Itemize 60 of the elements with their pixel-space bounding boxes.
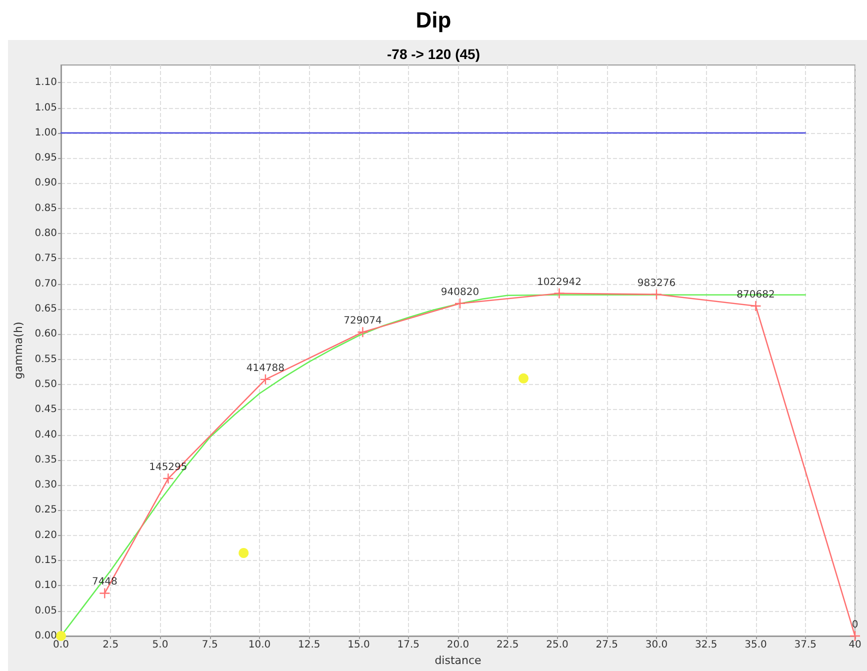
annotation: 414788 [246, 362, 285, 374]
annotation: 940820 [440, 286, 480, 298]
x-tick-label: 20.0 [446, 640, 470, 650]
x-tick-label: 25.0 [546, 640, 568, 650]
annotation: 0 [852, 620, 858, 630]
x-tick-label: 5.0 [152, 640, 168, 650]
x-tick-label: 37.5 [794, 640, 817, 650]
y-tick-label: 0.65 [34, 303, 57, 314]
y-tick-label: 0.45 [34, 404, 57, 416]
y-tick-label: 0.75 [34, 253, 57, 264]
point [162, 472, 174, 484]
annotation: 1022942 [536, 276, 582, 288]
point [238, 548, 249, 558]
x-tick-label: 2.5 [102, 640, 119, 650]
y-tick-label: 0.00 [34, 630, 57, 642]
point [518, 373, 529, 384]
y-tick-label: 0.30 [34, 480, 57, 491]
y-tick-label: 0.60 [34, 328, 57, 340]
x-tick-label: 32.5 [694, 640, 718, 650]
x-tick-label: 22.5 [496, 640, 519, 650]
y-tick-label: 0.80 [34, 228, 57, 240]
y-tick-label: 0.35 [34, 454, 57, 466]
annotation: 729074 [344, 316, 382, 327]
x-axis-title: distance [434, 654, 482, 667]
y-tick-label: 0.85 [34, 202, 57, 214]
x-tick-label: 12.5 [298, 640, 320, 650]
y-tick-label: 0.55 [34, 354, 57, 365]
y-tick-label: 0.95 [34, 152, 57, 164]
point [454, 298, 466, 310]
x-tick-label: 30.0 [645, 640, 668, 650]
x-tick-label: 35.0 [744, 640, 767, 650]
y-tick-label: 0.90 [34, 178, 57, 189]
point [750, 300, 762, 312]
y-tick-label: 0.10 [34, 580, 57, 592]
x-tick-label: 15.0 [348, 640, 370, 650]
y-tick-label: 0.50 [34, 378, 57, 390]
y-tick-label: 1.10 [34, 77, 57, 88]
x-tick-label: 40 [848, 640, 862, 650]
x-tick-label: 17.5 [397, 640, 420, 650]
y-tick-label: 0.05 [34, 605, 57, 616]
y-tick-label: 0.20 [34, 530, 57, 541]
chart-title: Dip [416, 8, 452, 32]
point [650, 288, 662, 300]
point [260, 374, 272, 386]
chart-subtitle: -78 -> 120 (45) [387, 46, 480, 62]
x-tick-label: 10.0 [248, 640, 271, 650]
point [554, 288, 565, 299]
point [357, 326, 368, 338]
point [99, 588, 110, 599]
y-axis-title: gamma(h) [12, 322, 25, 380]
x-tick-label: 7.5 [202, 640, 218, 650]
x-tick-label: 27.5 [596, 640, 618, 650]
annotation: 983276 [637, 278, 676, 289]
x-tick-label: 0.0 [53, 640, 69, 650]
y-tick-label: 0.25 [34, 504, 57, 516]
y-tick-label: 0.70 [34, 278, 57, 290]
y-tick-label: 1.05 [34, 102, 57, 114]
y-tick-label: 0.40 [34, 429, 57, 440]
y-tick-label: 0.15 [34, 555, 57, 566]
y-tick-label: 1.00 [34, 127, 57, 138]
